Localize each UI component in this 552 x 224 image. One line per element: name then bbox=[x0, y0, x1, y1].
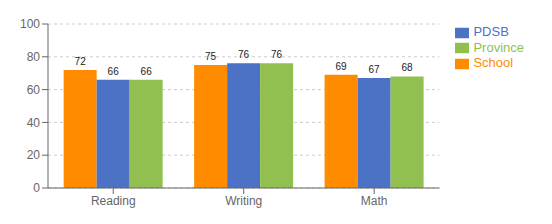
svg-text:69: 69 bbox=[336, 61, 348, 72]
svg-text:66: 66 bbox=[108, 66, 120, 77]
svg-text:66: 66 bbox=[141, 66, 153, 77]
svg-text:76: 76 bbox=[271, 49, 283, 60]
svg-text:20: 20 bbox=[27, 148, 41, 162]
svg-text:67: 67 bbox=[369, 64, 381, 75]
svg-text:40: 40 bbox=[27, 116, 41, 130]
html-text:PDSB: PDSB bbox=[473, 24, 509, 39]
html-text:School: School bbox=[473, 55, 514, 71]
svg-text:75: 75 bbox=[205, 51, 217, 62]
svg-text:60: 60 bbox=[27, 83, 41, 97]
html-text:Province: Province bbox=[473, 39, 524, 55]
svg-text:76: 76 bbox=[238, 49, 250, 60]
svg-text:Writing: Writing bbox=[225, 194, 262, 208]
svg-text:72: 72 bbox=[75, 56, 87, 67]
svg-text:80: 80 bbox=[27, 50, 41, 64]
svg-text:Reading: Reading bbox=[91, 194, 136, 208]
svg-text:Math: Math bbox=[361, 194, 388, 208]
svg-text:0: 0 bbox=[33, 181, 40, 195]
svg-text:100: 100 bbox=[20, 17, 40, 31]
svg-text:68: 68 bbox=[402, 62, 414, 73]
